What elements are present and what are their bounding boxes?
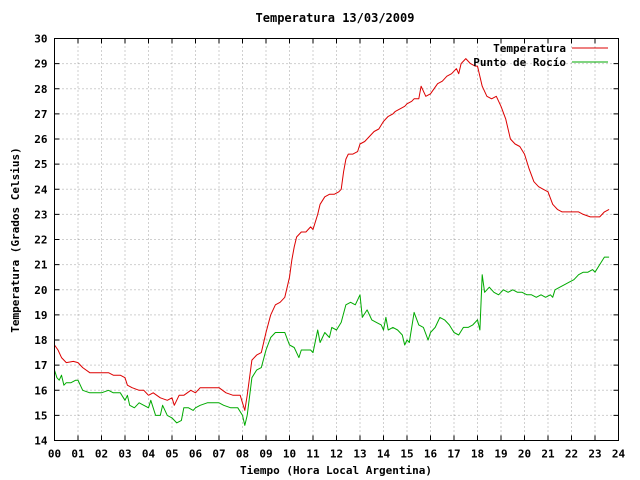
series [54, 58, 610, 426]
axis-ticks: 00 01 02 03 04 05 06 07 08 09 10 11 12 13 14 15 16 17 18 19… [34, 33, 625, 461]
chart-title: Temperatura 13/03/2009 [256, 11, 415, 25]
x-tick-label: 02 [95, 448, 108, 461]
y-tick-label: 17 [34, 359, 47, 372]
y-tick-label: 21 [34, 259, 48, 272]
x-tick-label: 06 [189, 448, 203, 461]
x-tick-label: 08 [236, 448, 249, 461]
y-tick-label: 25 [34, 158, 47, 171]
y-axis-label: Temperatura (Grados Celsius) [9, 147, 22, 332]
x-tick-label: 22 [565, 448, 578, 461]
x-tick-label: 11 [306, 448, 320, 461]
y-tick-label: 19 [34, 309, 47, 322]
y-tick-label: 26 [34, 133, 48, 146]
x-tick-label: 23 [588, 448, 601, 461]
y-tick-label: 23 [34, 208, 47, 221]
grid [54, 38, 619, 441]
x-tick-label: 09 [259, 448, 272, 461]
x-tick-label: 13 [353, 448, 366, 461]
x-tick-label: 20 [518, 448, 531, 461]
y-tick-label: 24 [34, 183, 48, 196]
y-tick-label: 28 [34, 83, 47, 96]
x-tick-label: 16 [424, 448, 438, 461]
series-line-temperatura [54, 58, 610, 411]
x-tick-label: 12 [330, 448, 343, 461]
y-tick-label: 14 [34, 435, 48, 448]
x-tick-label: 01 [71, 448, 85, 461]
x-tick-label: 15 [400, 448, 413, 461]
legend-label-temperatura: Temperatura [493, 42, 566, 55]
plot-frame [54, 38, 619, 441]
y-tick-label: 15 [34, 409, 47, 422]
x-tick-label: 17 [447, 448, 460, 461]
legend-label-punto-de-rocio: Punto de Rocío [473, 56, 566, 69]
x-tick-label: 00 [48, 448, 61, 461]
x-tick-label: 24 [612, 448, 626, 461]
legend: Temperatura Punto de Rocío [473, 42, 608, 69]
series-line-punto-de-rocio [54, 256, 610, 426]
x-tick-label: 05 [165, 448, 178, 461]
y-tick-label: 18 [34, 334, 47, 347]
y-tick-label: 20 [34, 284, 47, 297]
y-tick-label: 27 [34, 108, 47, 121]
y-tick-label: 30 [34, 33, 47, 46]
x-tick-label: 18 [471, 448, 484, 461]
y-tick-label: 22 [34, 234, 47, 247]
x-tick-label: 03 [118, 448, 131, 461]
x-axis-label: Tiempo (Hora Local Argentina) [240, 464, 432, 477]
y-tick-label: 16 [34, 384, 48, 397]
y-tick-label: 29 [34, 58, 47, 71]
x-tick-label: 21 [541, 448, 555, 461]
x-tick-label: 14 [377, 448, 391, 461]
x-tick-label: 10 [283, 448, 296, 461]
x-tick-label: 04 [142, 448, 156, 461]
x-tick-label: 07 [212, 448, 225, 461]
x-tick-label: 19 [494, 448, 507, 461]
